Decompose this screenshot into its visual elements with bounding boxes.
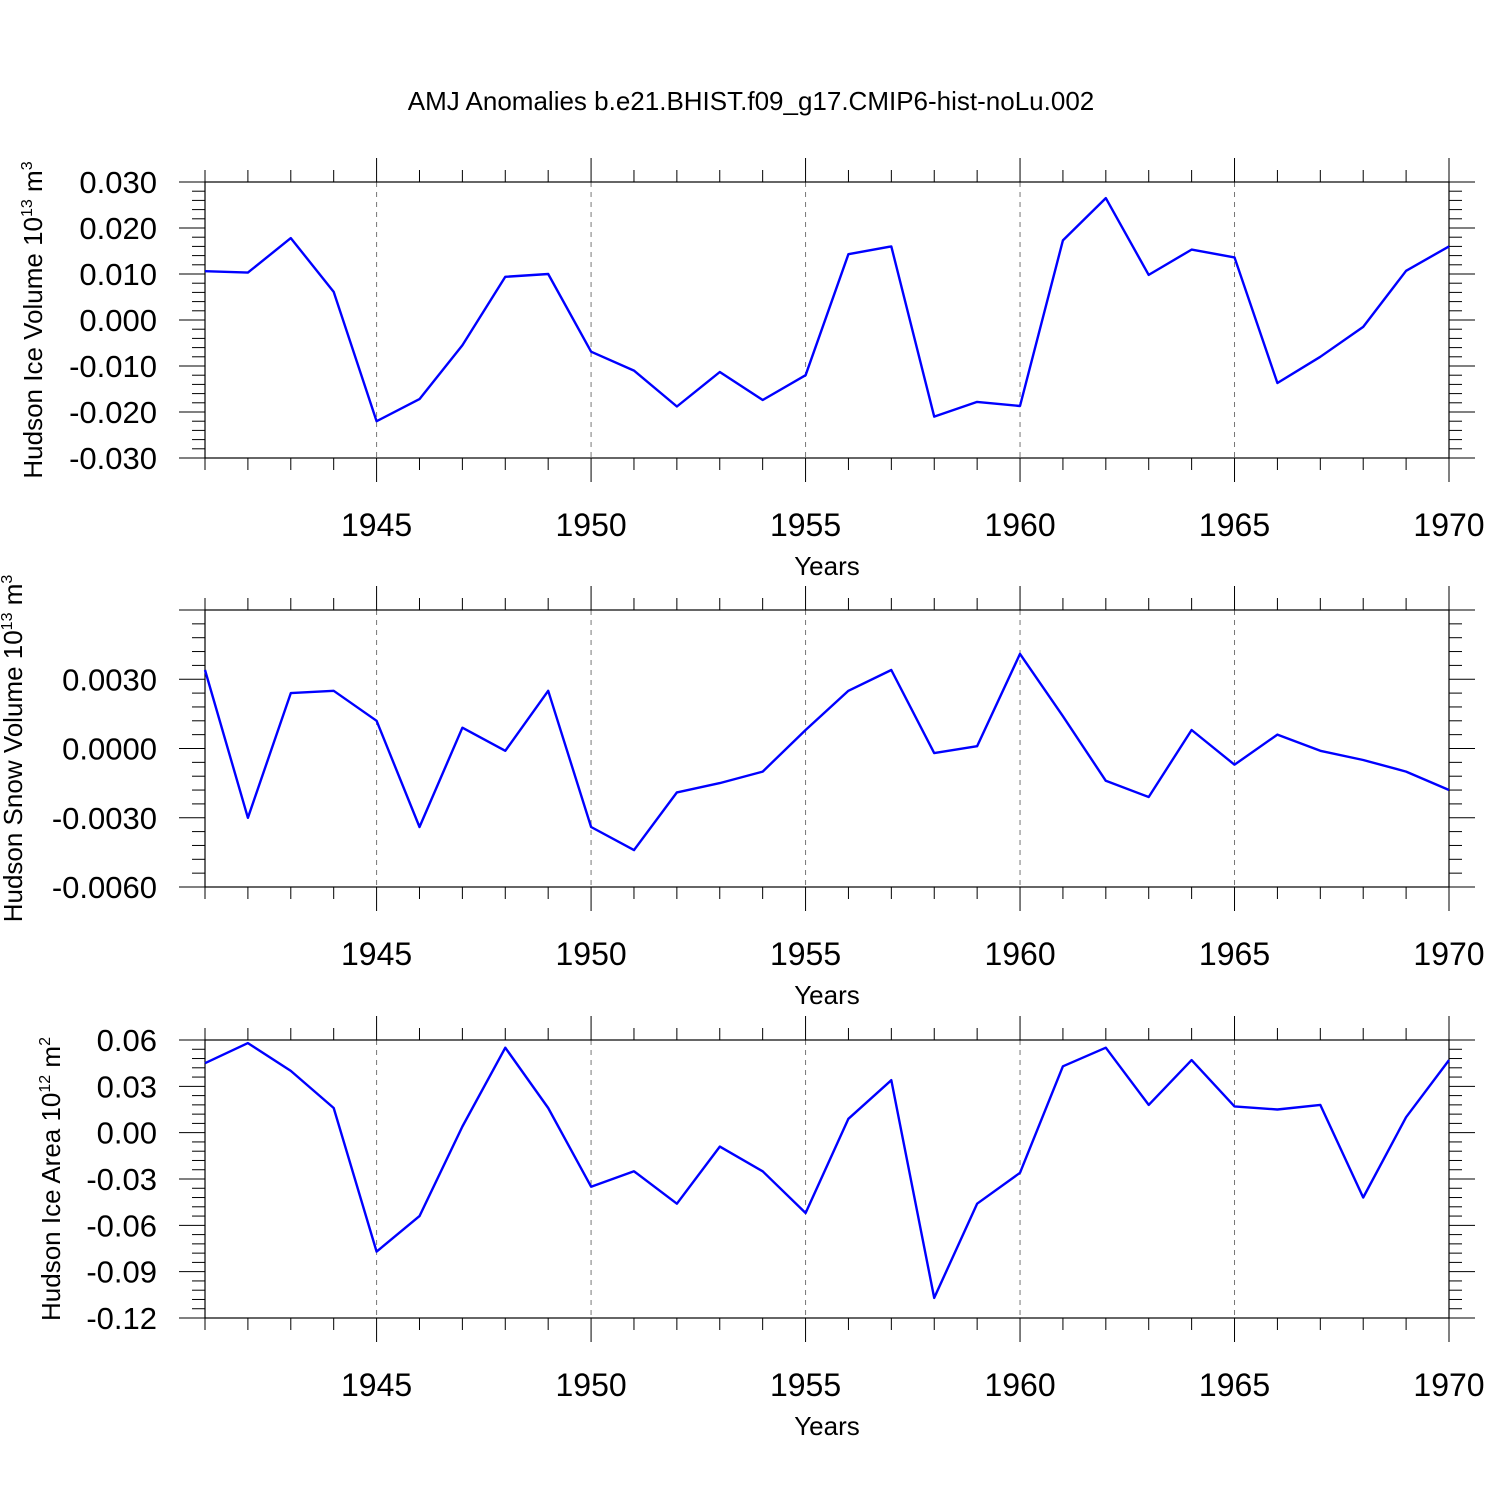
y-tick-label: -0.03	[86, 1162, 157, 1197]
series-line	[204, 1041, 1450, 1300]
x-tick-label: 1950	[555, 936, 626, 972]
plot-frame	[204, 609, 1450, 888]
plot-frame	[204, 1039, 1450, 1319]
x-tick-label: 1955	[770, 1367, 841, 1403]
x-tick-label: 1970	[1413, 507, 1484, 543]
y-tick-label: 0.00	[97, 1116, 157, 1151]
y-tick-label: 0.0000	[62, 732, 157, 767]
x-tick-label: 1970	[1413, 1367, 1484, 1403]
panel-3: 1945 1950 1955 1960 1965 1970 Years 0.06 0.03 0.0…	[36, 1016, 1485, 1441]
y-tick-label: 0.000	[79, 303, 157, 338]
x-axis-label: Years	[794, 1411, 860, 1441]
y-tick-label: 0.0030	[62, 662, 157, 697]
plot-frame	[204, 181, 1450, 459]
y-tick-label: 0.010	[79, 257, 157, 292]
y-tick-label: -0.0030	[52, 801, 157, 836]
x-tick-label: 1945	[341, 1367, 412, 1403]
y-axis-label-superscript: 12	[37, 1075, 54, 1093]
y-tick-label: -0.12	[86, 1301, 157, 1336]
y-axis-label-text: m	[0, 584, 28, 613]
y-axis-label: Hudson Snow Volume 1013 m3	[0, 575, 28, 923]
y-axis-label: Hudson Ice Volume 1013 m3	[18, 161, 48, 478]
x-axis-label: Years	[794, 551, 860, 581]
y-axis-label-text: Hudson Snow Volume 10	[0, 630, 28, 922]
y-tick-label: -0.010	[69, 349, 157, 384]
y-axis-label-superscript: 2	[37, 1037, 54, 1046]
y-tick-label: -0.09	[86, 1255, 157, 1290]
x-tick-label: 1945	[341, 507, 412, 543]
figure-title: AMJ Anomalies b.e21.BHIST.f09_g17.CMIP6-…	[408, 86, 1095, 116]
y-tick-label: -0.020	[69, 395, 157, 430]
x-tick-label: 1965	[1199, 936, 1270, 972]
y-tick-label: -0.06	[86, 1208, 157, 1243]
y-axis-label-superscript: 13	[0, 612, 16, 630]
y-axis-label-text: Hudson Ice Volume 10	[18, 217, 48, 479]
x-tick-label: 1965	[1199, 1367, 1270, 1403]
panel-1: 1945 1950 1955 1960 1965 1970 Years 0.030 0.020 0…	[18, 158, 1485, 581]
x-tick-label: 1970	[1413, 936, 1484, 972]
x-tick-label: 1960	[984, 507, 1055, 543]
y-axis-label-text: Hudson Ice Area 10	[36, 1093, 66, 1321]
panel-2: 1945 1950 1955 1960 1965 1970 Years 0.0030 0.000…	[0, 575, 1485, 1010]
y-axis-label-superscript: 3	[0, 575, 16, 584]
y-tick-label: 0.06	[97, 1023, 157, 1058]
y-tick-label: -0.030	[69, 441, 157, 476]
series-line	[204, 196, 1450, 423]
y-tick-label: 0.03	[97, 1069, 157, 1104]
y-axis-label: Hudson Ice Area 1012 m2	[36, 1037, 66, 1321]
x-tick-label: 1955	[770, 936, 841, 972]
y-axis-label-text: m	[36, 1046, 66, 1075]
x-tick-label: 1945	[341, 936, 412, 972]
x-tick-label: 1960	[984, 936, 1055, 972]
y-tick-label: -0.0060	[52, 870, 157, 905]
y-axis-label-text: m	[18, 170, 48, 199]
y-axis-label-superscript: 13	[19, 199, 36, 217]
x-tick-label: 1950	[555, 1367, 626, 1403]
x-axis-label: Years	[794, 980, 860, 1010]
y-tick-label: 0.030	[79, 165, 157, 200]
x-tick-label: 1955	[770, 507, 841, 543]
x-tick-label: 1965	[1199, 507, 1270, 543]
x-tick-label: 1960	[984, 1367, 1055, 1403]
y-axis-label-superscript: 3	[19, 161, 36, 170]
y-tick-label: 0.020	[79, 211, 157, 246]
series-line	[203, 652, 1450, 852]
x-tick-label: 1950	[555, 507, 626, 543]
